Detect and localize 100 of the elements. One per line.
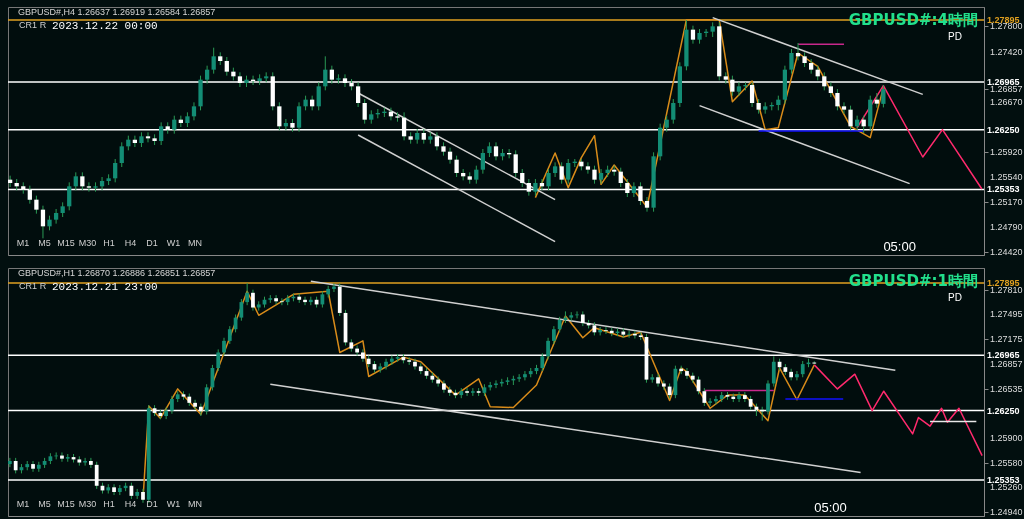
text: PD <box>948 31 962 42</box>
candlestick <box>789 368 794 381</box>
candlestick <box>211 47 216 75</box>
text: PD <box>948 292 962 303</box>
candlestick <box>454 155 459 178</box>
candlestick <box>470 387 475 397</box>
candlestick <box>708 397 712 407</box>
y-tick-label: 1.26535 <box>990 383 1023 394</box>
candlestick <box>113 158 118 183</box>
candlestick <box>546 337 550 360</box>
annotation: R <box>39 20 47 30</box>
candlestick <box>224 56 229 77</box>
candlestick <box>465 387 469 397</box>
candlestick <box>566 158 571 185</box>
line-series <box>856 84 983 190</box>
candlestick <box>517 373 522 383</box>
candlestick <box>316 81 321 111</box>
annotation: CR1 <box>18 20 38 30</box>
candlestick <box>546 168 551 191</box>
annotation: M15 <box>57 238 75 248</box>
candlestick <box>585 161 591 175</box>
annotation: D1 <box>146 499 158 509</box>
candlestick <box>40 205 46 239</box>
candlestick <box>251 289 255 312</box>
candlestick <box>671 98 676 125</box>
candlestick <box>83 457 87 467</box>
annotation: M1 <box>16 499 30 509</box>
annotation: 05:00 <box>814 500 847 515</box>
annotation: 2023.12.21 23:00 <box>52 281 158 293</box>
candlestick <box>8 457 12 468</box>
annotation: D1 <box>146 238 158 248</box>
candlestick <box>239 298 244 322</box>
candlestick <box>119 141 124 168</box>
annotation: M5 <box>38 238 51 248</box>
candlestick <box>604 326 608 335</box>
candlestick <box>296 101 302 133</box>
annotation: M5 <box>38 499 51 509</box>
candlestick <box>835 88 840 111</box>
y-tick-label: 1.25540 <box>990 172 1023 182</box>
annotation: CR1 <box>18 281 38 291</box>
candlestick <box>552 161 558 178</box>
annotation: 05:00 <box>883 239 916 254</box>
candlestick <box>559 161 564 185</box>
y-tick-label: 1.27495 <box>990 309 1023 320</box>
annotation: MN <box>188 499 202 509</box>
annotation: H4 <box>124 238 137 248</box>
annotation: R <box>39 281 47 291</box>
candlestick <box>31 460 35 473</box>
candlestick <box>280 297 284 306</box>
y-tick-label: 1.26670 <box>990 96 1023 107</box>
candlestick <box>480 148 485 175</box>
y-tick-label: 1.27175 <box>990 333 1023 344</box>
candlestick <box>881 84 886 108</box>
ref-line-label: 1.26250 <box>987 405 1020 416</box>
candlestick <box>413 358 417 371</box>
candlestick <box>631 181 637 198</box>
candlestick <box>737 391 741 403</box>
y-tick-label: 1.25920 <box>990 146 1023 157</box>
candlestick <box>216 348 221 372</box>
candlestick <box>494 379 498 389</box>
y-tick-label: 1.24790 <box>990 222 1023 232</box>
annotation: GBPUSD#,H1 1.26870 1.26886 1.26851 1.26857 <box>18 268 216 278</box>
candlestick <box>442 379 446 394</box>
candlestick <box>685 367 689 380</box>
candlestick <box>447 147 453 165</box>
candlestick <box>112 483 116 496</box>
candlestick <box>841 101 847 115</box>
annotation: M30 <box>78 238 97 248</box>
annotation: M1 <box>16 238 30 248</box>
annotation: W1 <box>166 238 181 248</box>
candlestick <box>89 457 93 469</box>
y-tick-label: 1.24420 <box>990 246 1023 257</box>
candlestick <box>384 358 388 371</box>
annotation: W1 <box>166 499 181 509</box>
annotation: GBPUSD#,H4 1.26637 1.26919 1.26584 1.26857 <box>18 7 216 17</box>
annotation: H4 <box>124 499 137 509</box>
candlestick <box>618 167 623 188</box>
y-tick-label: 1.24940 <box>990 507 1023 518</box>
y-tick-label: 1.26857 <box>990 358 1023 369</box>
candlestick <box>789 48 794 75</box>
candlestick <box>274 294 278 305</box>
candlestick <box>245 282 250 306</box>
candlestick <box>362 98 367 125</box>
candlestick <box>771 355 776 388</box>
candlestick <box>323 55 328 91</box>
line-series <box>813 364 983 457</box>
annotation: 2023.12.22 00:00 <box>52 20 158 32</box>
annotation: H1 <box>103 499 115 509</box>
y-tick-label: 1.25900 <box>990 432 1023 443</box>
ref-line-label: 1.25353 <box>987 184 1020 195</box>
annotation: M30 <box>78 499 97 509</box>
candlestick <box>513 149 518 178</box>
candlestick <box>627 330 631 339</box>
candlestick <box>523 370 527 381</box>
annotation: H1 <box>103 238 115 248</box>
candlestick <box>736 81 742 97</box>
candlestick <box>53 208 59 225</box>
y-tick-label: 1.27420 <box>990 46 1023 57</box>
y-tick-label: 1.25170 <box>990 196 1023 207</box>
ref-line-label: 1.26250 <box>987 124 1020 135</box>
